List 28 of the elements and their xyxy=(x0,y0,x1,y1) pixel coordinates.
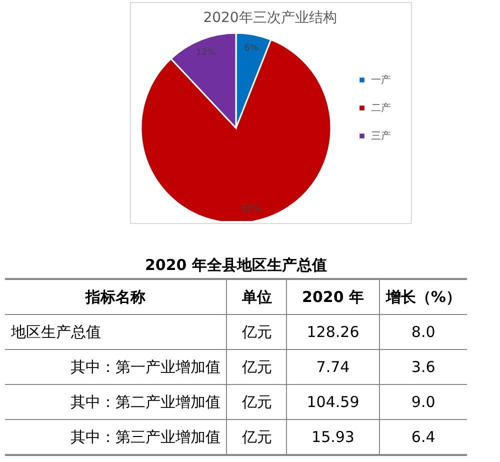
text: 9.0 xyxy=(379,384,467,420)
chart-title: 2020年三次产业结构 xyxy=(203,10,337,26)
legend-label: 三产 xyxy=(371,130,391,142)
text: 其中：第三产业增加值 xyxy=(5,420,227,455)
legend-label: 二产 xyxy=(371,102,391,114)
text: 7.74 xyxy=(286,350,380,384)
text: 亿元 xyxy=(226,314,287,350)
text: 8.0 xyxy=(379,314,467,350)
text: 15.93 xyxy=(286,420,380,455)
text: 亿元 xyxy=(226,420,287,455)
text: 104.59 xyxy=(286,384,380,420)
text: 2020 年全县地区生产总值 xyxy=(144,255,328,276)
data-label: 82% xyxy=(241,204,262,215)
legend-label: 一产 xyxy=(371,74,391,86)
data-label: 6% xyxy=(244,43,259,54)
text: 单位 xyxy=(226,279,287,314)
text: 其中：第一产业增加值 xyxy=(5,350,227,384)
text: 6.4 xyxy=(379,420,467,455)
text: 亿元 xyxy=(226,384,287,420)
text: 地区生产总值 xyxy=(5,314,227,350)
text: 3.6 xyxy=(379,350,467,384)
text: 128.26 xyxy=(286,314,380,350)
text: 亿元 xyxy=(226,350,287,384)
data-label: 12% xyxy=(196,48,216,58)
text: 指标名称 xyxy=(5,279,227,314)
text: 2020 年 xyxy=(286,279,380,314)
text: 其中：第二产业增加值 xyxy=(5,384,227,420)
text: 增长（%） xyxy=(379,279,467,314)
